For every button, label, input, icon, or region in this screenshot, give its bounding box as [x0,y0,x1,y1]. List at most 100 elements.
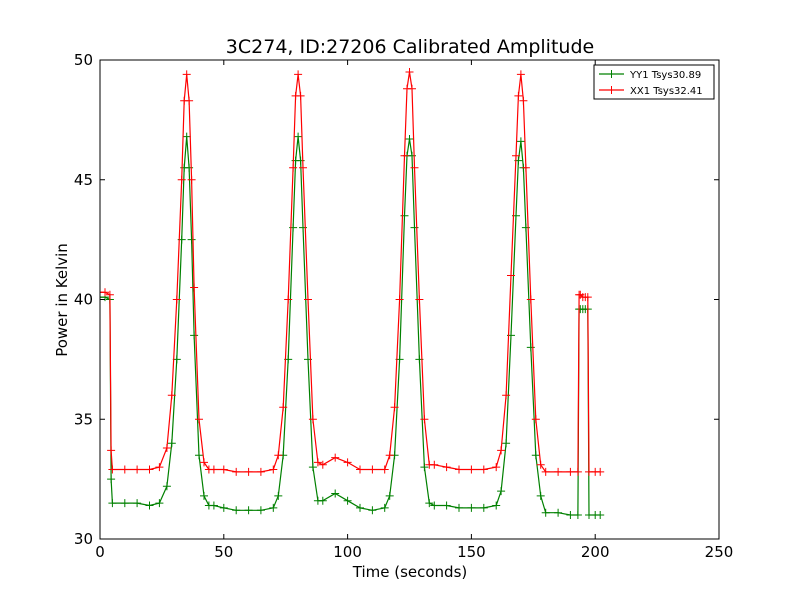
y-tick-label: 35 [74,410,93,428]
data-point [516,137,525,146]
data-point [385,451,394,460]
data-point [294,70,303,79]
data-point [343,458,352,467]
data-point [279,403,288,412]
data-point [596,467,605,476]
data-point [274,491,283,500]
data-point [400,211,409,220]
x-axis-label: Time (seconds) [352,563,468,581]
x-tick-label: 0 [95,543,105,561]
data-point [430,501,439,510]
data-point [244,506,253,515]
data-point [308,463,317,472]
data-point [209,465,218,474]
legend-label: XX1 Tsys32.41 [630,86,703,97]
data-point [526,343,535,352]
data-point [531,451,540,460]
legend-entry: XX1 Tsys32.41 [599,86,703,97]
data-point [519,96,528,105]
data-point [177,175,186,184]
data-point [368,506,377,515]
series-line-1 [100,136,601,516]
data-point [155,499,164,508]
data-point [172,295,181,304]
data-point [296,91,305,100]
data-point [492,501,501,510]
data-point [442,501,451,510]
data-point [195,415,203,424]
data-point [313,458,322,467]
data-point [294,132,303,141]
data-point [455,503,463,512]
y-tick-label: 40 [74,291,93,309]
data-point [410,163,419,172]
data-point [497,487,506,496]
data-point [304,295,312,304]
data-point [167,439,176,448]
data-point [185,96,194,105]
data-point [405,135,414,143]
data-point [467,503,476,512]
data-point [507,271,515,280]
data-point [219,465,228,474]
data-point [380,465,389,474]
data-point [395,295,404,304]
data-point [566,511,575,519]
data-point [430,460,439,469]
axis-ticks: 0 50 100 150 200 250 30 35 40 45 50 [74,51,733,561]
x-tick-label: 250 [705,543,734,561]
data-point [479,503,488,512]
data-point [299,163,307,172]
data-point [385,491,394,500]
data-point [502,391,511,400]
data-point [566,467,575,476]
data-point [405,68,414,76]
data-point [145,501,154,510]
data-point [455,465,463,474]
plot-area [100,68,605,519]
data-point [408,84,416,93]
data-point [554,508,563,517]
data-point [120,465,129,474]
data-point [492,463,501,472]
data-point [155,463,164,472]
x-tick-label: 200 [581,543,610,561]
legend-marker [607,70,616,78]
data-point [512,151,520,160]
data-point [101,288,109,297]
data-point [308,415,317,424]
data-point [516,70,525,79]
data-point [269,503,278,512]
data-point [133,465,142,474]
data-point [162,482,171,491]
legend: YY1 Tsys30.89 XX1 Tsys32.41 [593,64,715,100]
data-point [105,290,114,299]
legend-entry: YY1 Tsys30.89 [599,70,701,81]
data-point [107,446,116,455]
data-point [380,503,389,512]
data-point [442,463,451,472]
data-point [514,91,523,100]
data-point [318,496,327,505]
data-point [284,295,293,304]
data-point [190,331,199,340]
data-point [368,465,377,474]
data-point [390,403,399,412]
data-point [554,467,563,476]
data-point [531,415,540,424]
x-tick-label: 50 [214,543,233,561]
data-point [200,491,208,500]
data-point [162,444,171,452]
y-tick-label: 45 [74,171,93,189]
y-axis-label: Power in Kelvin [53,243,71,357]
data-point [425,499,434,508]
data-point [187,175,196,184]
data-point [573,511,582,519]
data-point [420,415,429,424]
data-point [497,446,506,455]
data-point [536,460,545,469]
data-point [182,132,191,141]
data-point [108,465,117,474]
